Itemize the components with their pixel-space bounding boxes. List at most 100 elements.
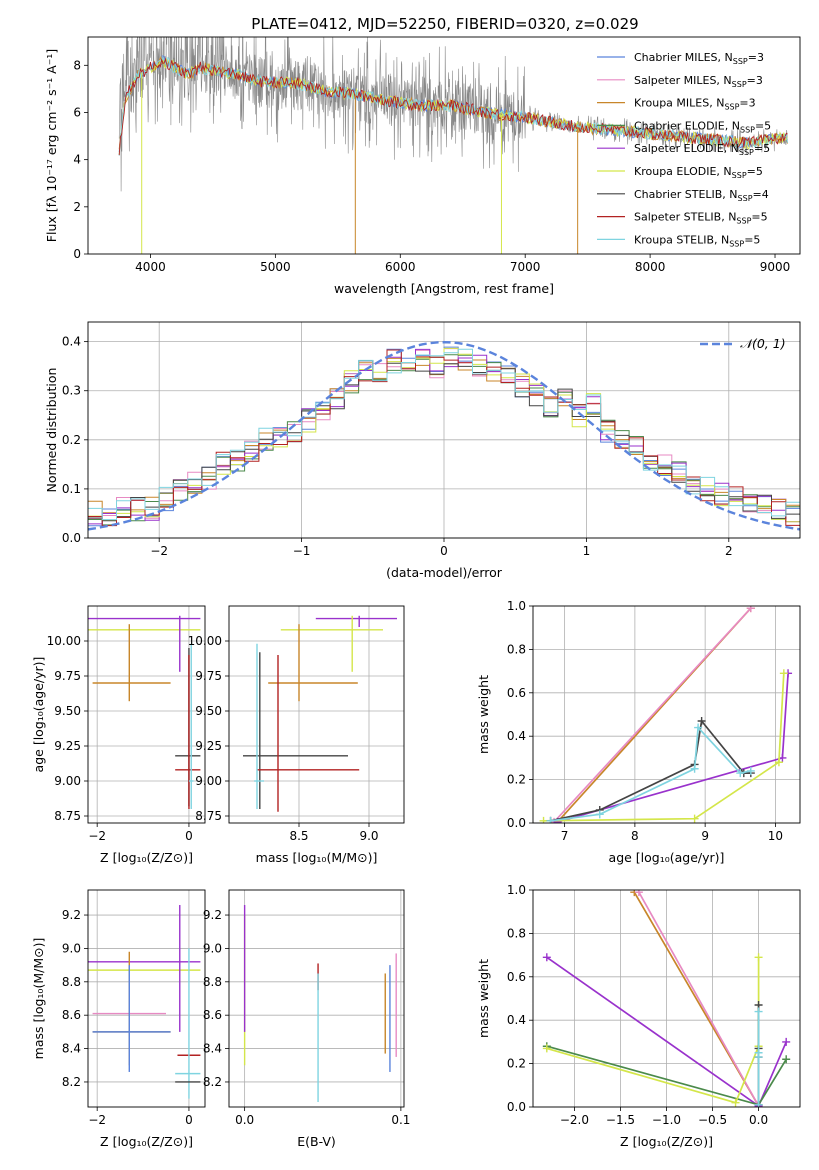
y-tick-label: 9.00 [195,774,222,788]
y-tick-label: 9.0 [203,941,222,955]
legend-count: =4 [753,188,769,201]
x-tick-label: 2 [725,544,733,558]
y-tick-label: 0 [73,247,81,261]
x-tick-label: 8000 [635,260,666,274]
axes-frame [532,605,801,824]
y-tick-label: 0.8 [507,926,526,940]
y-axis-label: mass weight [476,675,491,754]
y-tick-label: 6 [73,105,81,119]
panel-spectrum: 4000 5000 6000 7000 8000 9000 0 2 4 6 8 wavelength … [44,36,801,296]
panel-age_vs_Z: −2 0 8.75 9.00 9.25 9.50 9.75 10.00 Z [log₁₀(Z/Z… [31,605,206,865]
y-tick-label: 8.6 [203,1008,222,1022]
mass-weight-marker [697,717,706,726]
y-tick-label: 0.2 [507,1057,526,1071]
y-tick-label: 9.25 [195,739,222,753]
y-tick-label: 4 [73,153,81,167]
y-axis-label: age [log₁₀(age/yr)] [31,657,46,773]
legend-subscript: SSP [736,217,751,226]
legend-text: Salpeter ELODIE, N [634,142,739,155]
mass-weight-marker [542,953,551,962]
y-tick-label: 9.75 [54,669,81,683]
mass-weight-marker [539,816,548,823]
plot-area [118,37,788,254]
x-tick-label: 5000 [260,260,291,274]
legend-count: =5 [744,233,760,246]
mass-weight-marker [754,1100,763,1107]
panel-age_vs_mass: 8.5 9.0 8.75 9.00 9.25 9.50 9.75 10.00 mass [log… [188,605,405,865]
mass-weight-marker [779,669,788,678]
y-tick-label: 8.75 [54,809,81,823]
y-tick-label: 0.0 [507,1100,526,1114]
mass-weight-marker [690,764,699,773]
mass-weight-marker [754,1007,763,1016]
x-axis-label: age [log₁₀(age/yr)] [609,850,725,865]
legend-count: =3 [748,51,764,64]
legend-count: =5 [755,119,771,132]
legend-subscript: SSP [739,148,754,157]
x-tick-label: −2 [150,544,168,558]
chart-layer: 4000 5000 6000 7000 8000 900002468wavelength … [31,36,801,1149]
residual-histogram-step [88,349,800,527]
x-axis-label: Z [log₁₀(Z/Z⊙)] [100,850,193,865]
plot-area [243,905,397,1102]
legend-text: Kroupa MILES, N [634,97,724,110]
mass-weight-marker [782,1055,791,1064]
x-tick-label: 9.0 [359,829,378,843]
x-axis-label: E(B-V) [297,1134,336,1149]
legend-text: Chabrier ELODIE, N [634,119,740,132]
y-tick-label: 8.6 [62,1008,81,1022]
legend-entry: Kroupa ELODIE, NSSP=5 [634,165,763,180]
legend-subscript: SSP [732,80,747,89]
legend-entry: Chabrier MILES, NSSP=3 [634,51,764,66]
legend-entry: Salpeter MILES, NSSP=3 [634,74,763,89]
mass-weight-marker [542,1044,551,1053]
legend-count: =5 [751,211,767,224]
mass-weight-line [550,725,751,822]
plot-area [88,615,201,809]
y-tick-label: 1.0 [507,599,526,613]
mass-weight-marker [595,810,604,819]
legend-entry: Kroupa MILES, NSSP=3 [634,97,756,112]
panel-mass_weight_vs_Z: −2.0 −1.5 −1.0 −0.5 0.0 0.0 0.2 0.4 0.6 0.8 1.0 Z [… [476,883,801,1149]
y-tick-label: 9.2 [62,908,81,922]
plot-area [88,905,201,1099]
y-tick-label: 0.1 [62,482,81,496]
plot-area [243,615,397,812]
y-tick-label: 10.00 [188,634,222,648]
mass-weight-marker [736,769,745,778]
x-tick-label: 0 [185,1113,193,1127]
legend-entry: Chabrier STELIB, NSSP=4 [634,188,769,203]
y-tick-label: 9.00 [54,774,81,788]
y-axis-label: Normed distribution [44,368,59,493]
mass-weight-marker [754,953,763,962]
legend-count: =5 [754,142,770,155]
axes-frame [228,889,405,1108]
x-tick-label: 0.1 [391,1113,410,1127]
x-axis-label: Z [log₁₀(Z/Z⊙)] [100,1134,193,1149]
x-tick-label: −1 [293,544,311,558]
x-tick-label: 0 [185,829,193,843]
y-tick-label: 0.6 [507,970,526,984]
y-tick-label: 0.6 [507,686,526,700]
legend-subscript: SSP [733,57,748,66]
y-tick-label: 8.2 [203,1075,222,1089]
axes-frame [87,889,206,1108]
mass-weight-line [638,891,760,1107]
mass-weight-marker [746,766,755,775]
legend-subscript: SSP [724,103,739,112]
mass-weight-line [543,673,785,822]
residual-histogram-step [88,360,800,522]
x-tick-label: 0.0 [235,1113,254,1127]
y-tick-label: 0.4 [507,729,526,743]
x-tick-label: 4000 [135,260,166,274]
x-tick-label: 7 [561,829,569,843]
axes-frame [87,605,206,824]
mass-weight-marker [746,606,755,613]
legend-entry: 𝒩(0, 1) [740,336,786,351]
mass-weight-marker [774,758,783,767]
plot-area [542,890,791,1107]
mass-weight-marker [694,723,703,732]
y-tick-label: 2 [73,200,81,214]
x-tick-label: 8 [631,829,639,843]
